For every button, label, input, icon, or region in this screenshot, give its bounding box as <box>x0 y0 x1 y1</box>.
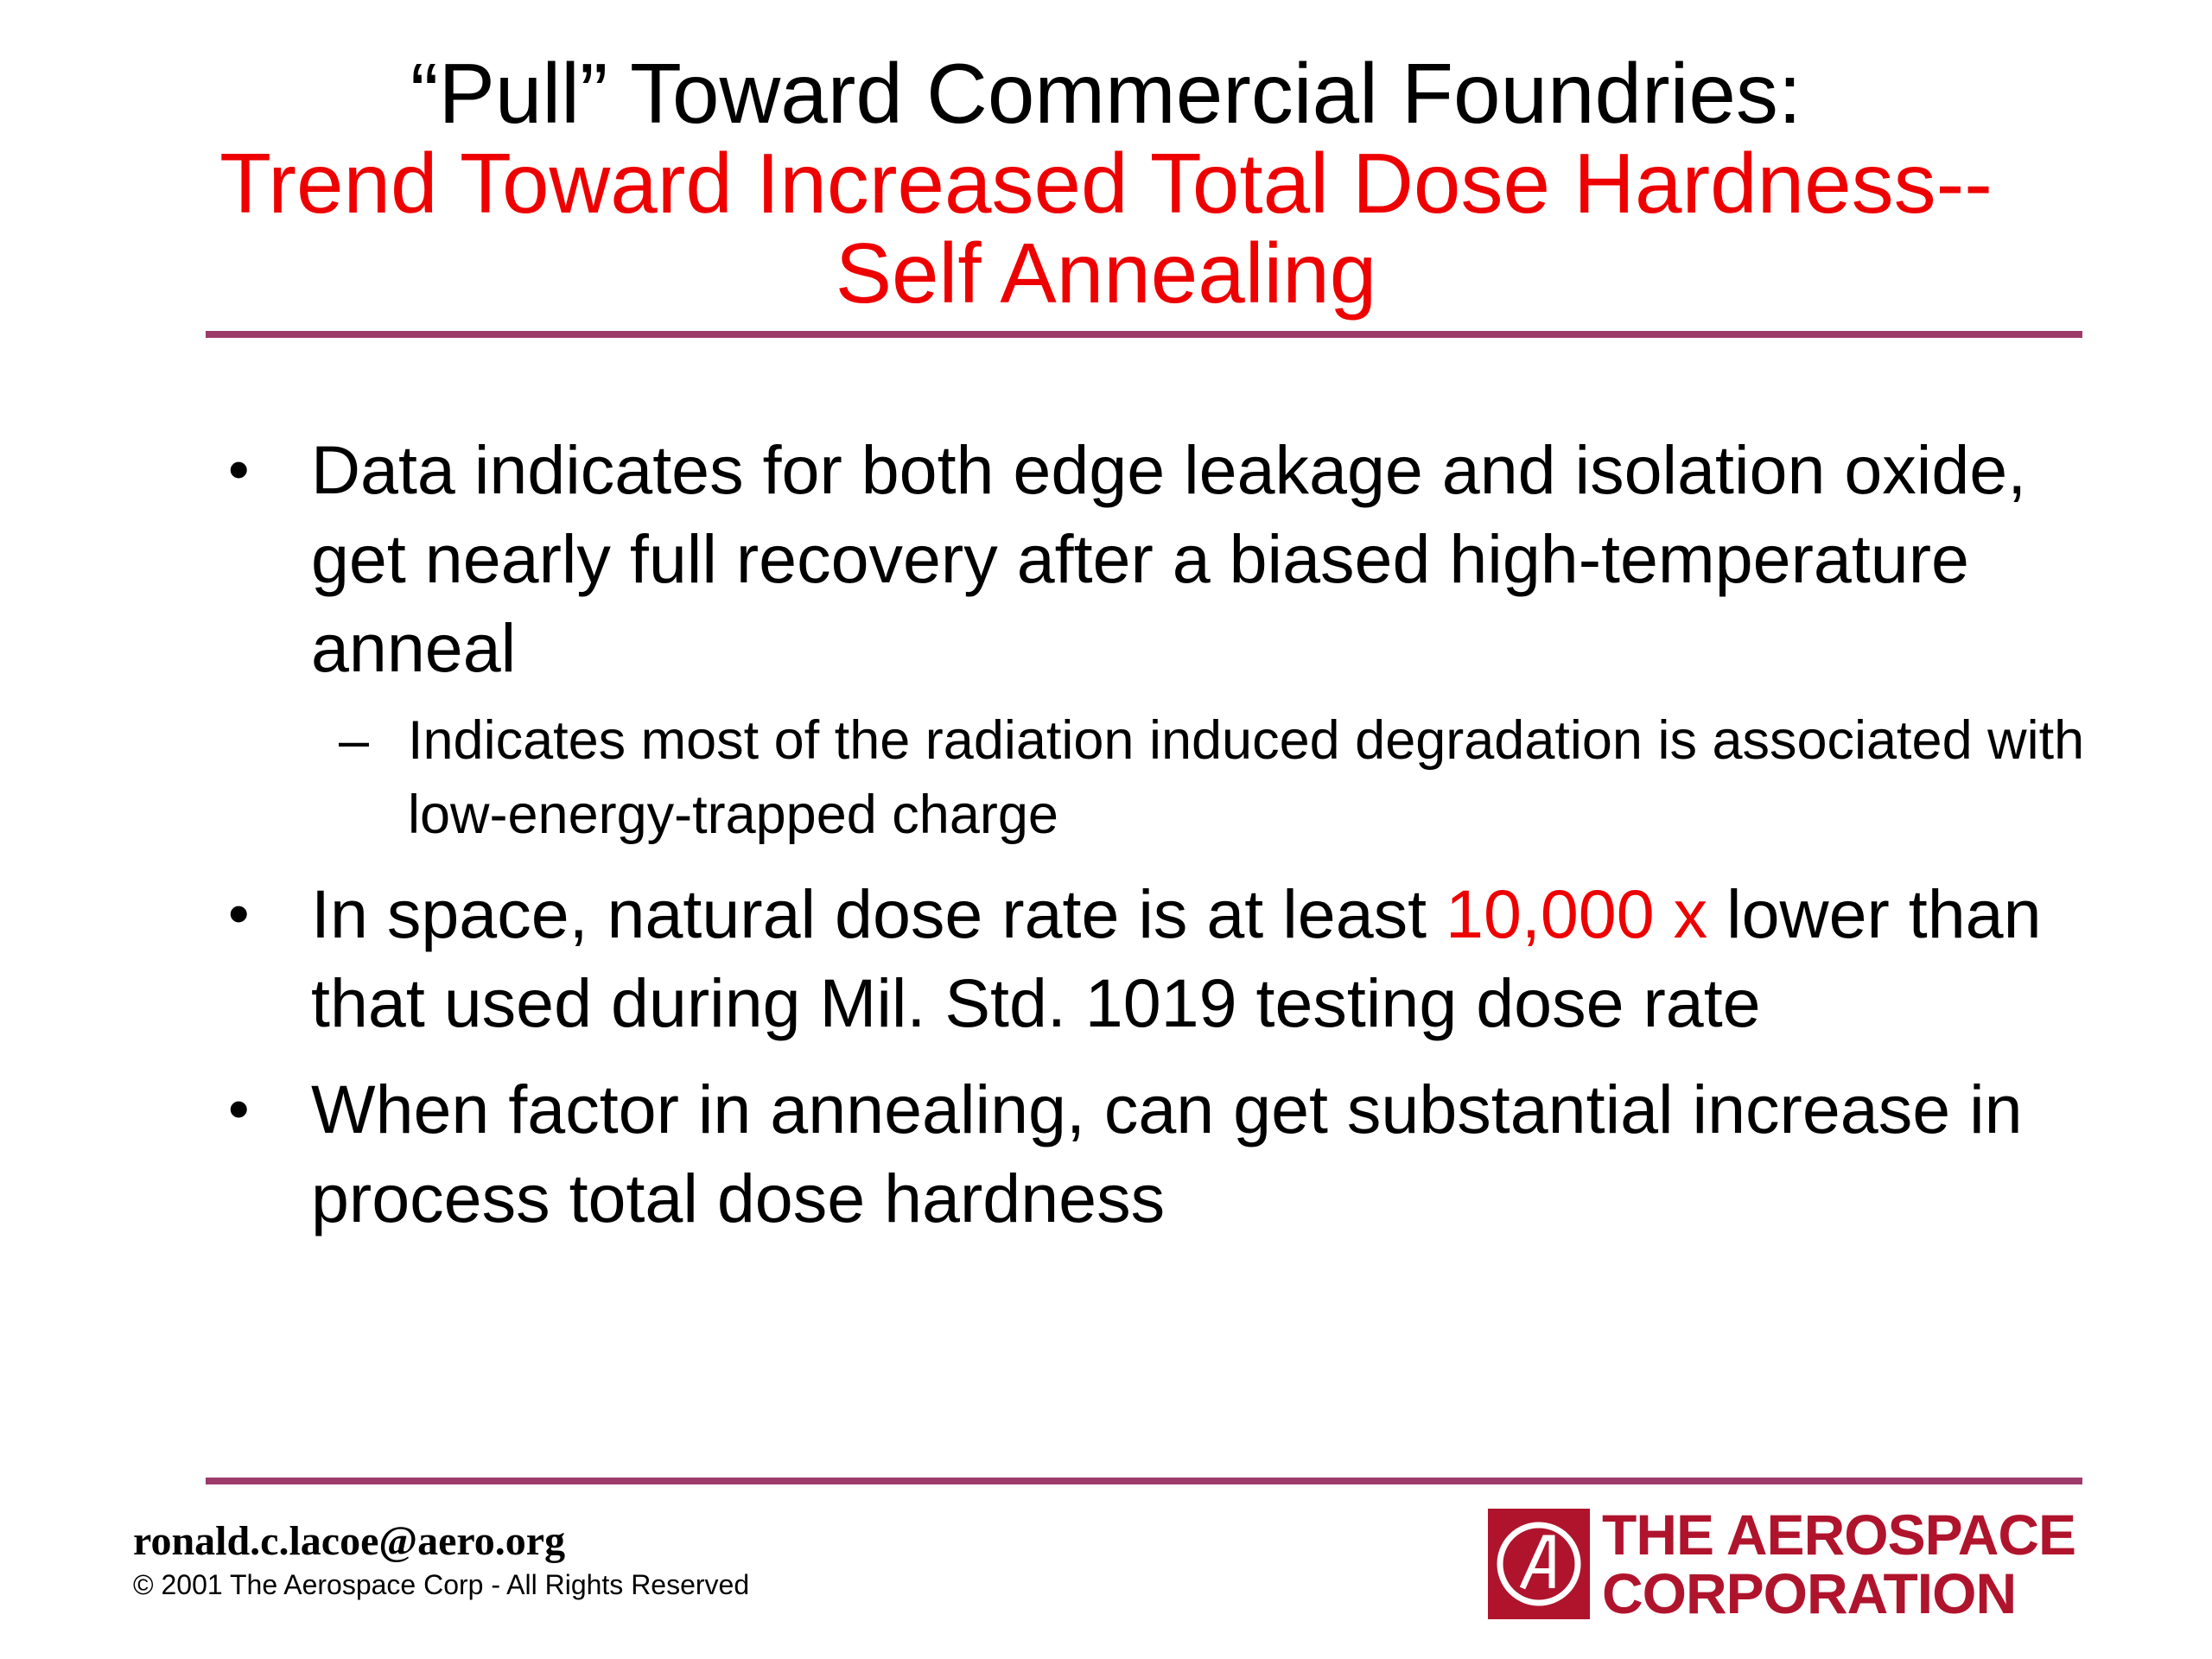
logo-line-1: THE AEROSPACE <box>1602 1503 2076 1567</box>
bullet-item: • When factor in annealing, can get subs… <box>228 1065 2074 1243</box>
title-line-2: Trend Toward Increased Total Dose Hardne… <box>219 136 1993 231</box>
bullet-text: Data indicates for both edge leakage and… <box>311 431 2027 686</box>
title-divider <box>206 331 2082 338</box>
bullet-marker: • <box>228 435 250 503</box>
logo-wordmark: THE AEROSPACE CORPORATION <box>1602 1505 2120 1623</box>
author-email: ronald.c.lacoe@aero.org <box>133 1518 566 1564</box>
bullet-text: When factor in annealing, can get substa… <box>311 1071 2023 1236</box>
bullet-marker: • <box>228 1075 250 1142</box>
logo-line-2: CORPORATION <box>1602 1561 2017 1625</box>
sub-bullet-text: Indicates most of the radiation induced … <box>408 710 2085 845</box>
sub-bullet-marker: – <box>339 710 370 771</box>
slide-title: “Pull” Toward Commercial Foundries: Tren… <box>0 48 2212 318</box>
bullet-highlight: 10,000 x <box>1446 875 1708 952</box>
copyright-notice: © 2001 The Aerospace Corp - All Rights R… <box>133 1569 750 1600</box>
aerospace-logo: THE AEROSPACE CORPORATION <box>1488 1505 2093 1623</box>
title-line-3: Self Annealing <box>835 226 1377 321</box>
bullet-item: • Data indicates for both edge leakage a… <box>228 425 2074 692</box>
title-line-1: “Pull” Toward Commercial Foundries: <box>410 46 1802 141</box>
bullet-marker: • <box>228 880 250 947</box>
footer-divider <box>206 1478 2082 1484</box>
bullet-text-end: lower than that used during Mil. Std. 10… <box>311 875 2042 1041</box>
bullet-item: • In space, natural dose rate is at leas… <box>228 869 2074 1047</box>
bullet-text-start: In space, natural dose rate is at least <box>311 875 1446 952</box>
sub-bullet-item: – Indicates most of the radiation induce… <box>339 703 2101 852</box>
aerospace-emblem-icon <box>1488 1509 1590 1619</box>
